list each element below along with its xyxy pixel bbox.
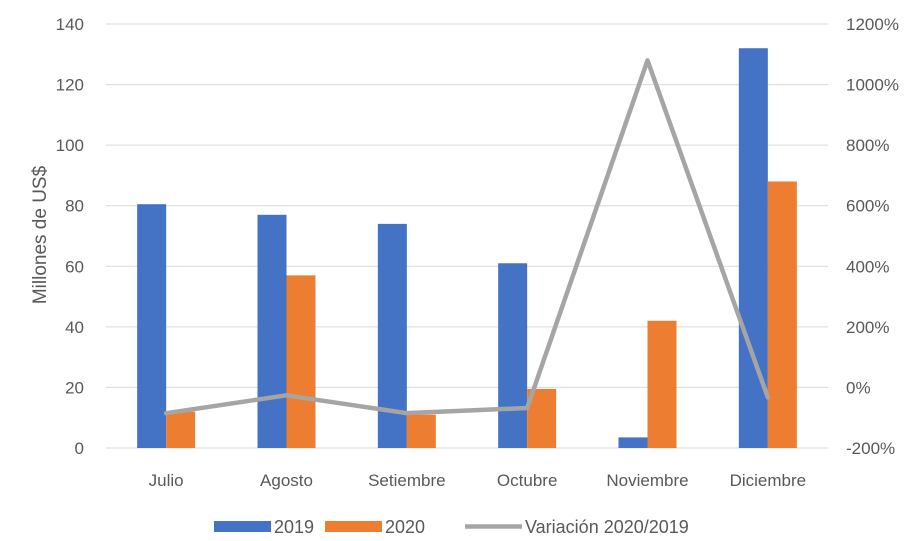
y-axis-title: Millones de US$ (30, 165, 51, 304)
gridlines (106, 23, 828, 449)
left-axis-ticks: 0 20 40 60 80 100 120 140 (56, 15, 84, 458)
y-tick-label: 0 (75, 439, 84, 458)
legend-swatch (214, 521, 271, 532)
right-axis-ticks: -200% 0% 200% 400% 600% 800% 1000% 1200% (846, 15, 899, 458)
legend-label: 2019 (274, 517, 314, 537)
bar-2020 (647, 320, 677, 448)
x-tick-label: Octubre (497, 471, 557, 490)
legend-label: 2020 (385, 517, 425, 537)
y2-tick-label: 600% (846, 197, 889, 216)
y-tick-label: 60 (65, 257, 84, 276)
bar-2019 (257, 214, 287, 448)
y2-tick-label: 400% (846, 257, 889, 276)
y-tick-label: 100 (56, 136, 84, 155)
x-tick-label: Agosto (260, 471, 313, 490)
bar-2020 (166, 411, 196, 448)
y2-tick-label: 0% (846, 378, 871, 397)
variation-line (163, 58, 771, 416)
bar-2019 (137, 204, 167, 448)
bar-2019 (618, 437, 648, 448)
x-tick-label: Diciembre (730, 471, 807, 490)
x-tick-label: Setiembre (368, 471, 445, 490)
bar-2019 (498, 263, 528, 448)
legend-label: Variación 2020/2019 (525, 517, 689, 537)
y-tick-label: 120 (56, 76, 84, 95)
legend-swatch (325, 521, 382, 532)
line-series (163, 58, 771, 416)
y-tick-label: 40 (65, 318, 84, 337)
bars (137, 48, 797, 448)
y-tick-label: 140 (56, 15, 84, 34)
y2-tick-label: 200% (846, 318, 889, 337)
bar-2020 (767, 181, 797, 448)
y-tick-label: 80 (65, 197, 84, 216)
bar-2020 (406, 414, 436, 448)
y2-tick-label: -200% (846, 439, 895, 458)
y2-tick-label: 800% (846, 136, 889, 155)
x-axis-ticks: Julio Agosto Setiembre Octubre Noviembre Dici… (149, 471, 806, 490)
y2-tick-label: 1000% (846, 76, 899, 95)
y2-tick-label: 1200% (846, 15, 899, 34)
legend: 2019 2020 Variación 2020/2019 (214, 517, 689, 537)
bar-2020 (286, 275, 316, 448)
x-tick-label: Noviembre (606, 471, 688, 490)
y-tick-label: 20 (65, 378, 84, 397)
x-tick-label: Julio (149, 471, 184, 490)
